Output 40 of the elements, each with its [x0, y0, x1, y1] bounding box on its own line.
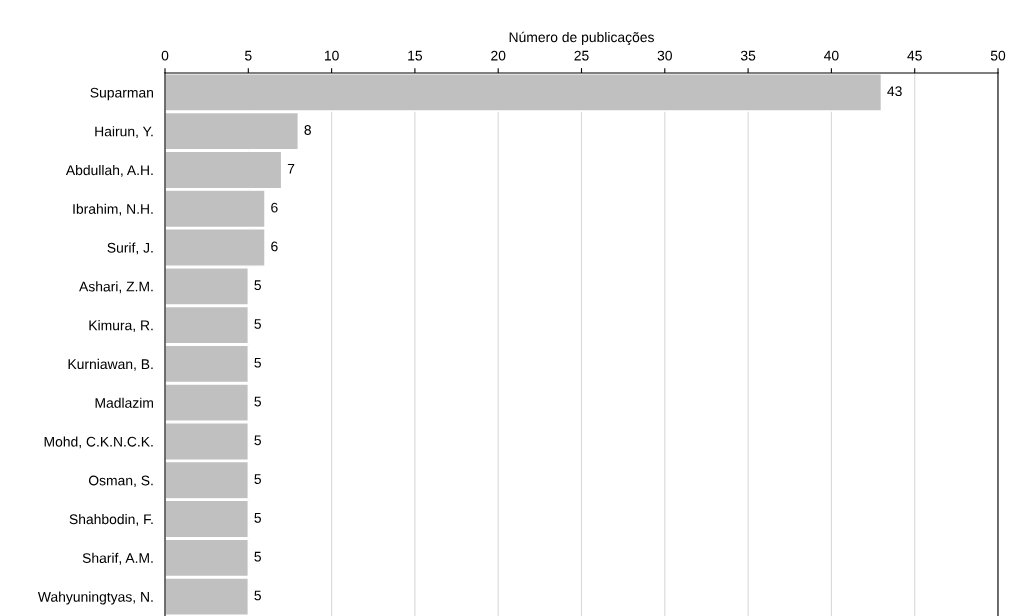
- data-label: 6: [271, 202, 278, 213]
- y-tick-label: Kurniawan, B.: [68, 358, 153, 371]
- y-tick-label: Abdullah, A.H.: [65, 164, 153, 177]
- data-label: 5: [254, 590, 261, 601]
- data-label: 5: [254, 551, 261, 562]
- y-tick-label: Wahyuningtyas, N.: [37, 591, 153, 605]
- x-tick-label: 40: [824, 50, 839, 61]
- y-tick-label: Mohd, C.K.N.C.K.: [44, 436, 153, 449]
- x-tick-label: 45: [907, 50, 922, 61]
- y-tick-label: Ashari, Z.M.: [79, 281, 153, 294]
- x-tick-label: 15: [408, 50, 423, 61]
- x-tick-label: 35: [740, 50, 756, 61]
- y-tick-label: Surif, J.: [107, 242, 153, 255]
- y-tick-label: Shahbodin, F.: [69, 514, 153, 526]
- data-label: 7: [287, 164, 295, 174]
- data-label: 5: [254, 280, 261, 291]
- data-label: 5: [254, 435, 261, 446]
- y-tick-label: Kimura, R.: [89, 320, 153, 332]
- x-axis-title: Número de publicações: [509, 31, 654, 45]
- data-label: 5: [254, 396, 261, 407]
- x-tick-label: 25: [574, 50, 589, 61]
- x-tick-label: 30: [657, 50, 672, 61]
- x-tick-label: 20: [491, 50, 506, 61]
- data-label: 5: [254, 474, 261, 484]
- y-tick-label: Ibrahim, N.H.: [73, 203, 153, 216]
- x-tick-label: 5: [244, 50, 252, 61]
- y-tick-label: Hairun, Y.: [95, 126, 153, 138]
- y-tick-label: Osman, S.: [88, 475, 153, 488]
- x-tick-label: 10: [324, 50, 339, 61]
- y-tick-label: Suparman: [90, 87, 153, 101]
- data-label: 6: [271, 241, 278, 252]
- data-label: 5: [254, 357, 261, 368]
- data-label: 5: [254, 513, 261, 523]
- x-tick-label: 50: [990, 50, 1006, 61]
- x-tick-label: 0: [161, 50, 169, 61]
- y-tick-label: Sharif, A.M.: [82, 552, 153, 565]
- data-label: 5: [254, 319, 261, 329]
- data-label: 43: [887, 86, 902, 97]
- y-tick-label: Madlazim: [95, 397, 153, 408]
- data-label: 8: [304, 125, 311, 135]
